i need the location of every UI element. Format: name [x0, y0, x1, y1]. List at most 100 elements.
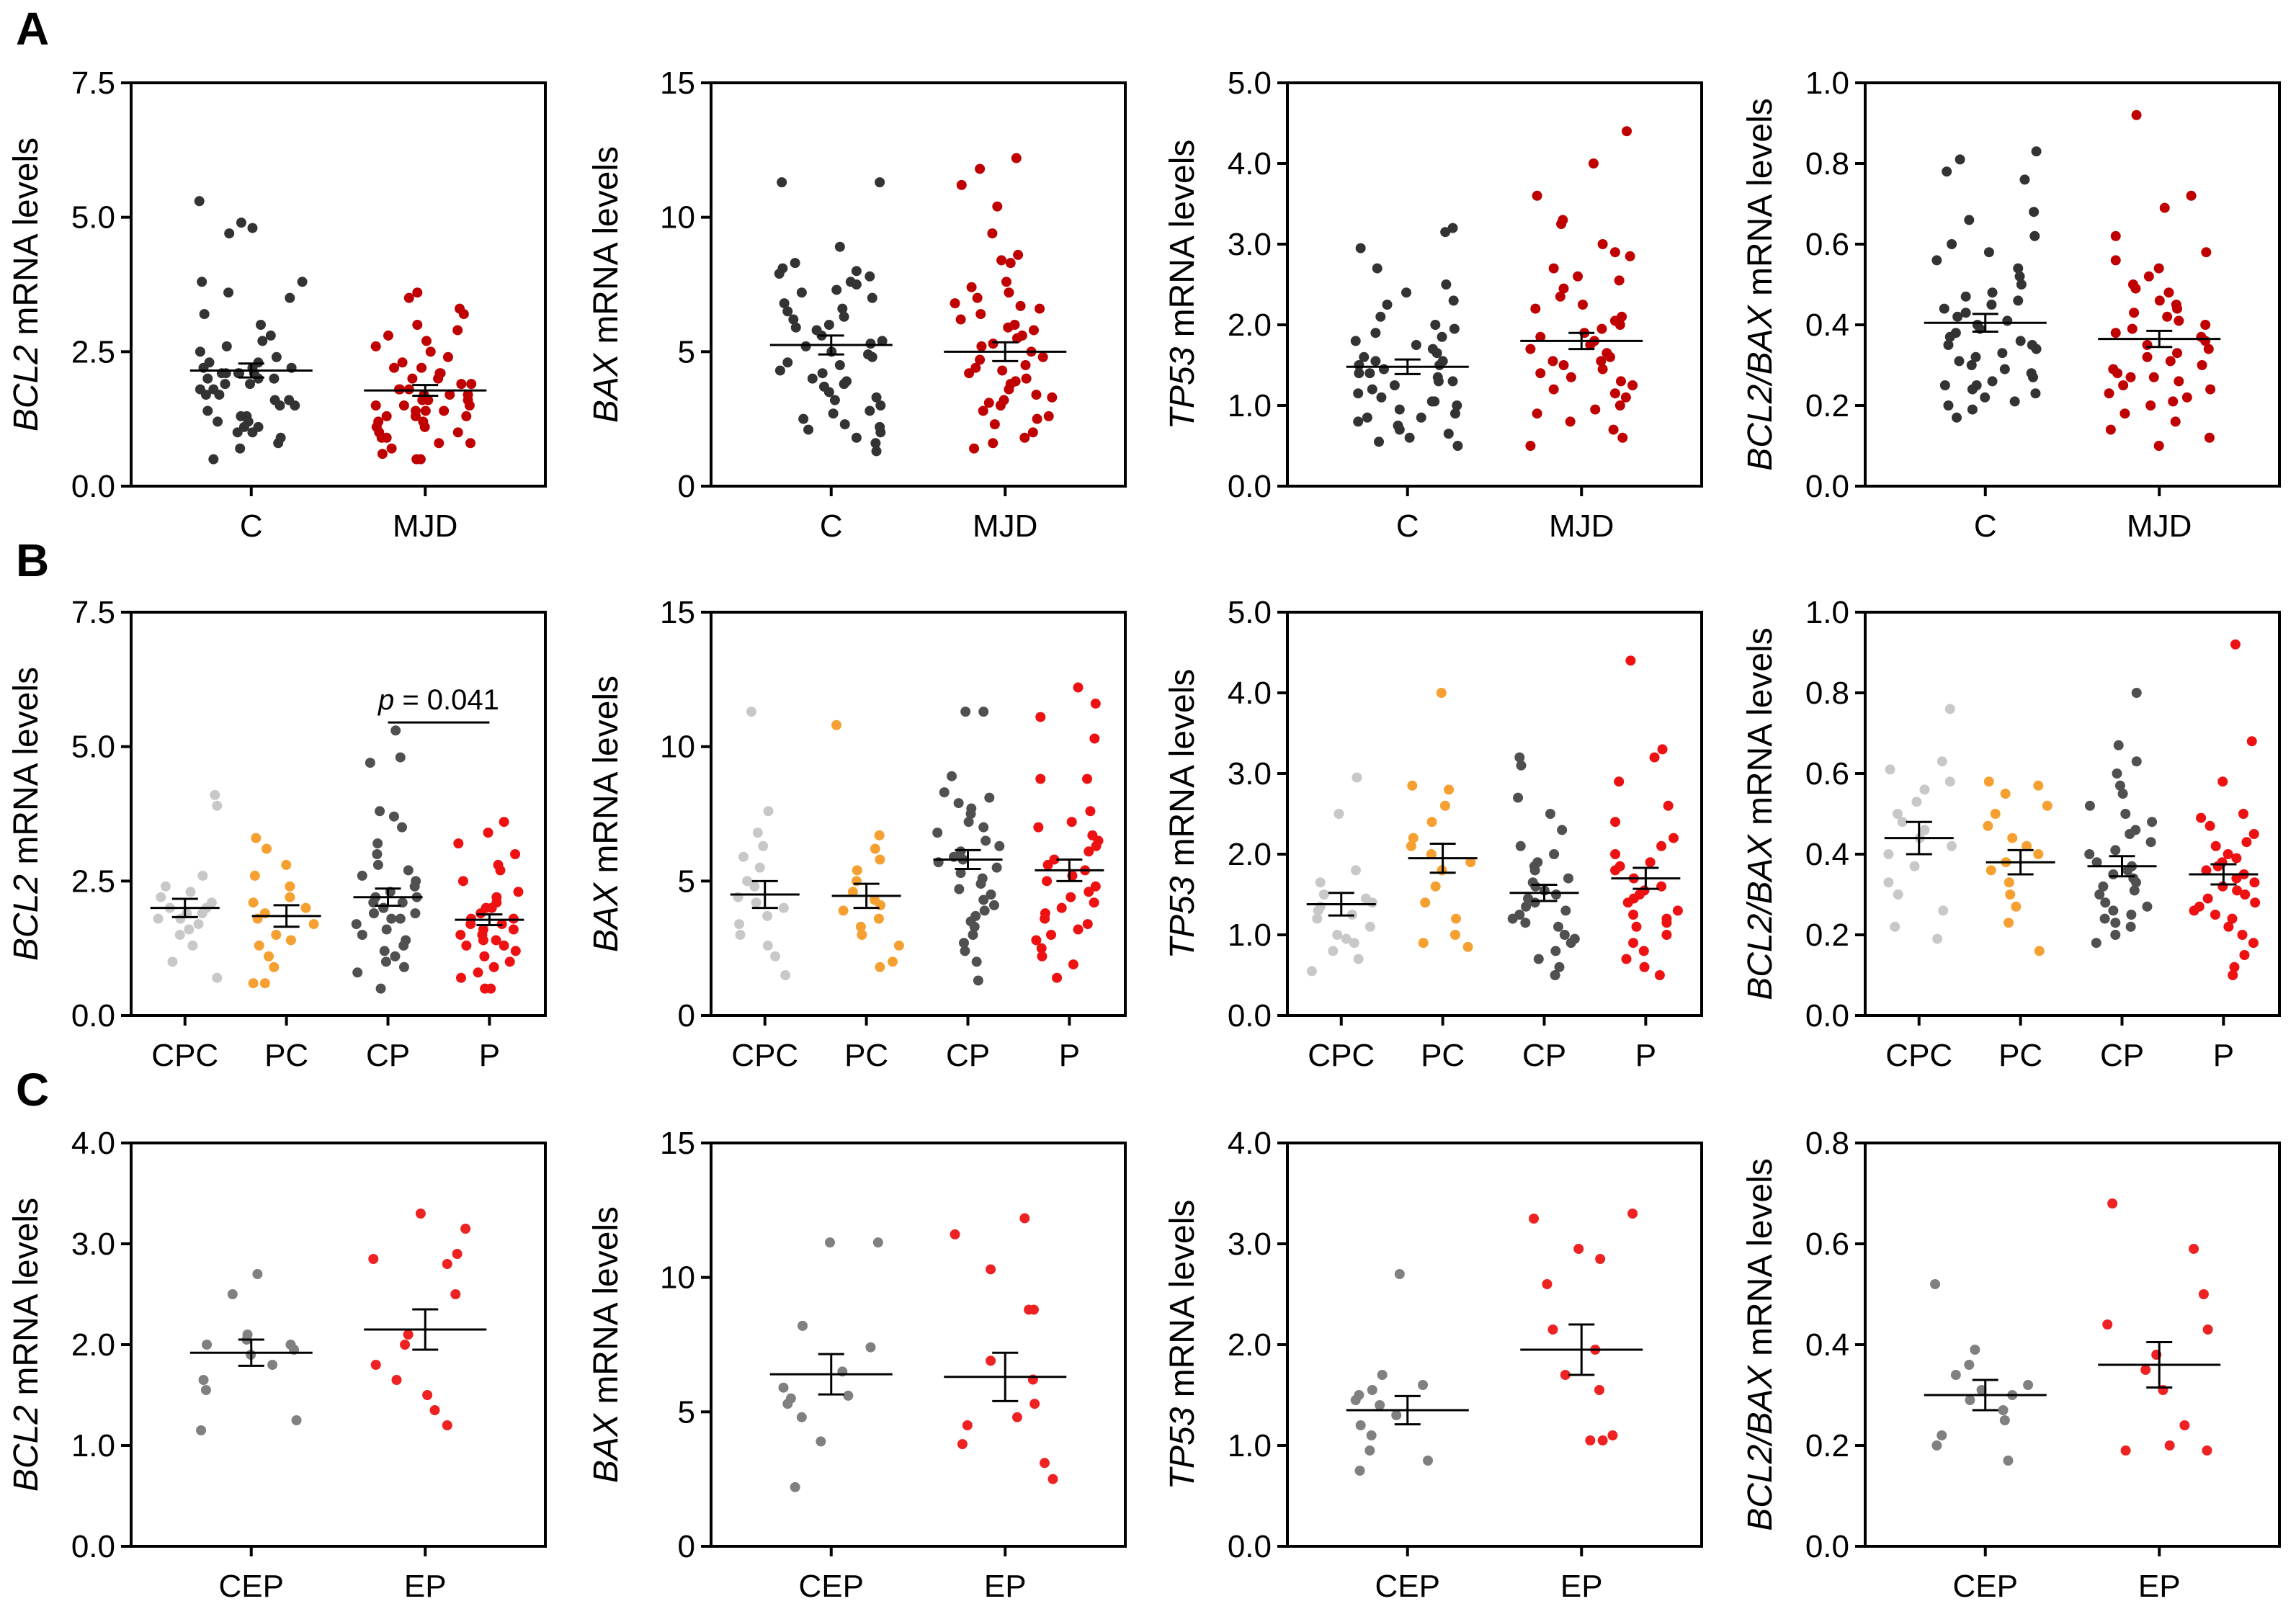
- data-point: [834, 360, 845, 370]
- chart-B4: 0.0 0.2 0.4 0.6 0.8 1.0 BCL2/BAX mRNA levels CP…: [1741, 595, 2281, 1073]
- data-point: [1462, 941, 1473, 952]
- data-point: [1040, 913, 1050, 924]
- data-point: [1952, 311, 1963, 322]
- data-point: [2130, 283, 2141, 294]
- data-point: [2181, 392, 2192, 403]
- data-point: [2112, 368, 2123, 379]
- data-point: [2108, 905, 2119, 916]
- x-tick-label-P: P: [479, 1038, 500, 1073]
- data-point: [2189, 905, 2199, 916]
- data-point: [751, 897, 761, 908]
- data-point: [2143, 271, 2154, 282]
- data-point: [1033, 822, 1044, 833]
- data-point: [379, 946, 390, 956]
- data-point: [1590, 404, 1601, 415]
- x-tick-label-P: P: [1635, 1038, 1656, 1073]
- data-point: [1595, 1254, 1606, 1264]
- data-point: [870, 438, 881, 449]
- data-point: [2007, 833, 2018, 843]
- data-point: [422, 1390, 433, 1400]
- data-point: [2004, 877, 2014, 888]
- data-point: [2108, 869, 2119, 879]
- data-point: [499, 940, 509, 951]
- data-point: [2129, 308, 2140, 318]
- data-point: [1430, 881, 1441, 892]
- y-axis-label: BCL2/BAX mRNA levels: [1741, 1158, 1779, 1531]
- data-point: [1394, 424, 1405, 435]
- plot-frame: [710, 1142, 1127, 1548]
- data-point: [412, 320, 423, 330]
- data-point: [1610, 865, 1621, 876]
- data-point: [1585, 340, 1596, 350]
- data-point: [370, 400, 381, 411]
- data-point: [420, 405, 431, 416]
- data-point: [1930, 1279, 1941, 1289]
- data-point: [2202, 893, 2213, 904]
- data-point: [263, 951, 274, 961]
- data-point: [442, 1420, 452, 1430]
- data-point: [1350, 865, 1361, 876]
- data-point: [932, 828, 943, 838]
- plot-frame: [710, 611, 1127, 1017]
- data-point: [770, 951, 781, 961]
- y-tick-label: 0.0: [1805, 1529, 1849, 1564]
- data-point: [790, 322, 801, 333]
- y-tick-label: 0: [678, 998, 695, 1034]
- data-point: [1353, 954, 1364, 964]
- data-point: [1555, 291, 1565, 302]
- data-point: [370, 1360, 381, 1370]
- data-point: [1013, 249, 1024, 260]
- data-point: [986, 1355, 996, 1366]
- data-point: [2131, 756, 2142, 767]
- data-point: [1563, 873, 1573, 884]
- data-point: [1426, 817, 1437, 828]
- y-tick-label: 0.4: [1805, 308, 1849, 343]
- data-point: [442, 1259, 452, 1269]
- data-point: [1370, 328, 1381, 339]
- x-tick-label-PC: PC: [1421, 1038, 1465, 1073]
- data-point: [2201, 865, 2212, 876]
- data-point: [969, 921, 980, 932]
- data-point: [460, 1224, 471, 1234]
- data-point: [2189, 1244, 2199, 1254]
- data-point: [1031, 935, 1042, 946]
- data-point: [1408, 833, 1419, 843]
- data-point: [377, 449, 388, 459]
- data-point: [2110, 230, 2121, 241]
- data-point: [777, 177, 787, 188]
- data-point: [2104, 388, 2114, 399]
- data-point: [796, 287, 807, 298]
- y-tick-label: 4.0: [1228, 676, 1272, 711]
- data-point: [958, 938, 969, 949]
- data-point: [1394, 404, 1405, 415]
- data-point: [954, 884, 965, 895]
- data-point: [950, 1229, 960, 1239]
- data-point: [2110, 845, 2121, 856]
- data-point: [285, 881, 295, 892]
- x-tick-label-C: C: [1396, 508, 1419, 544]
- data-point: [1954, 356, 1965, 367]
- data-point: [1437, 331, 1447, 342]
- data-point: [981, 835, 991, 846]
- y-axis-label-gene: BCL2/BAX: [1741, 1364, 1779, 1530]
- y-axis-label: BCL2/BAX mRNA levels: [1741, 98, 1779, 471]
- data-point: [1353, 416, 1364, 427]
- data-point: [839, 419, 850, 430]
- data-point: [2102, 1319, 2113, 1330]
- data-point: [1364, 1445, 1375, 1456]
- data-point: [2205, 820, 2215, 831]
- data-point: [1036, 943, 1047, 954]
- y-axis-label: TP53 mRNA levels: [1163, 1200, 1202, 1490]
- chart-B3: 0.0 1.0 2.0 3.0 4.0 5.0 TP53 mRNA levels CPC PC C…: [1163, 595, 1703, 1073]
- y-tick-label: 15: [660, 595, 695, 630]
- data-point: [2131, 109, 2142, 120]
- y-axis-label-gene: TP53: [1163, 1407, 1202, 1489]
- data-point: [1607, 1430, 1618, 1440]
- data-point: [1545, 809, 1555, 819]
- data-point: [1919, 825, 1930, 835]
- data-point: [2172, 348, 2183, 359]
- data-point: [1628, 910, 1639, 920]
- data-point: [774, 269, 785, 279]
- p-value: = 0.041: [402, 684, 499, 716]
- data-point: [1594, 1385, 1605, 1395]
